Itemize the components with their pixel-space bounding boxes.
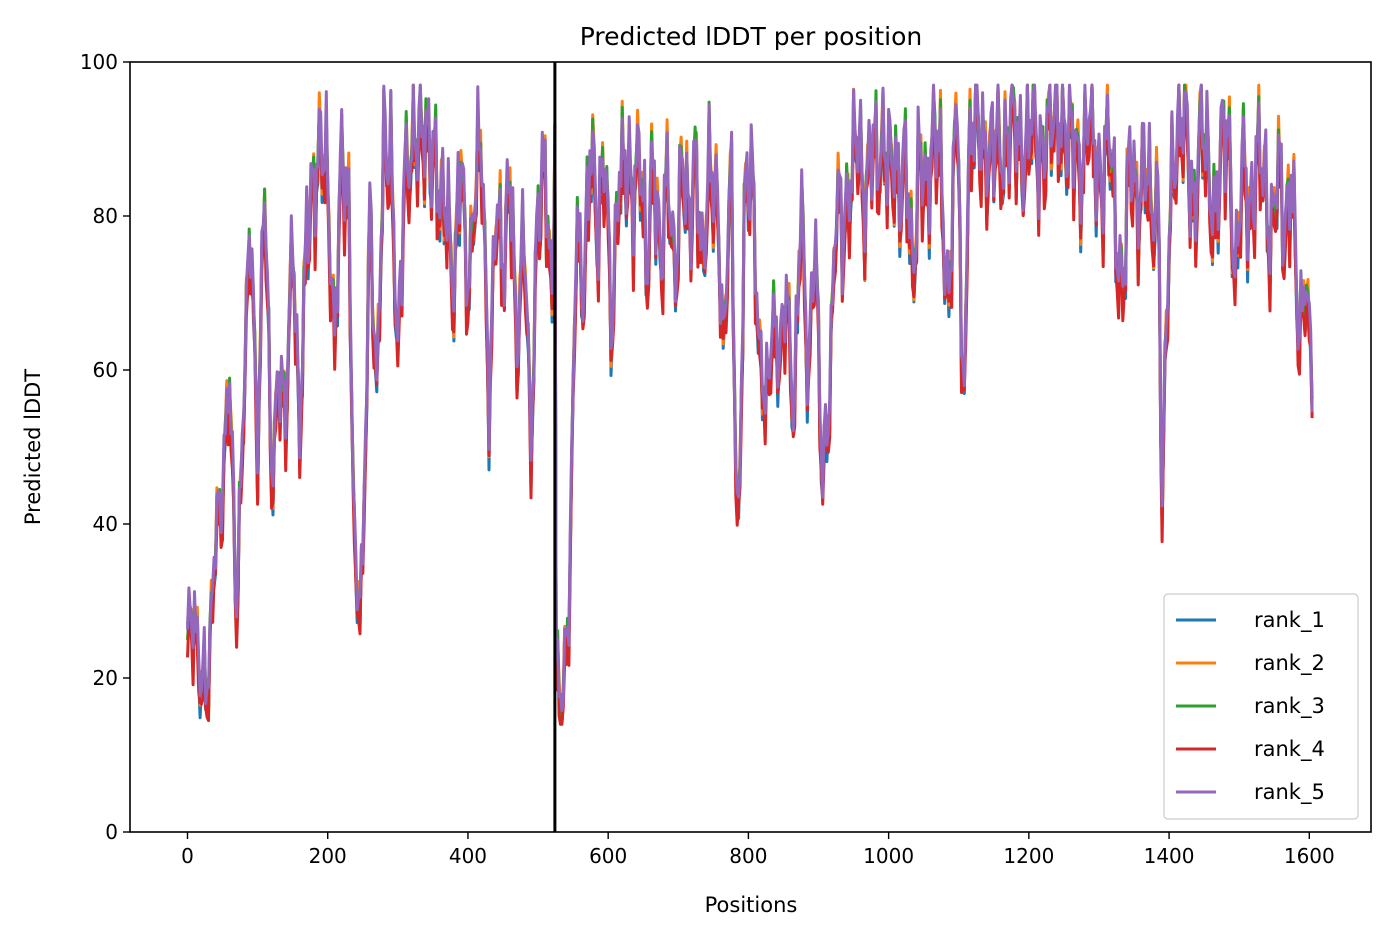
- y-axis-label: Predicted lDDT: [21, 369, 45, 525]
- x-tick-label: 0: [181, 844, 194, 868]
- y-tick-label: 0: [105, 820, 118, 844]
- series-layer: [186, 83, 1314, 726]
- x-tick-label: 400: [449, 844, 487, 868]
- legend-label-rank_2: rank_2: [1254, 651, 1325, 676]
- plot-area: [129, 61, 1372, 833]
- plot-frame: [129, 61, 1372, 833]
- series-line-rank_5: [186, 83, 1314, 712]
- x-tick-label: 600: [589, 844, 627, 868]
- legend-label-rank_3: rank_3: [1254, 694, 1325, 719]
- y-tick-label: 100: [80, 50, 118, 74]
- x-tick-label: 200: [309, 844, 347, 868]
- legend-box: [1163, 593, 1359, 820]
- legend-label-rank_5: rank_5: [1254, 780, 1325, 805]
- legend-items: rank_1 rank_2 rank_3 rank_4 rank_5: [1176, 608, 1325, 805]
- x-axis-ticks: 0 200 400 600 800 1000 1200 1400 1600: [181, 832, 1335, 868]
- x-tick-label: 1600: [1284, 844, 1335, 868]
- x-tick-label: 1200: [1003, 844, 1054, 868]
- legend: rank_1 rank_2 rank_3 rank_4 rank_5: [1163, 593, 1359, 820]
- chart-title: Predicted lDDT per position: [580, 22, 922, 51]
- y-tick-label: 80: [93, 204, 118, 228]
- x-axis-label: Positions: [705, 893, 798, 917]
- y-tick-label: 20: [93, 666, 118, 690]
- y-tick-label: 60: [93, 358, 118, 382]
- x-tick-label: 1000: [863, 844, 914, 868]
- y-axis-ticks: 0 20 40 60 80 100: [80, 50, 130, 844]
- x-tick-label: 800: [729, 844, 767, 868]
- legend-label-rank_1: rank_1: [1254, 608, 1325, 633]
- x-tick-label: 1400: [1144, 844, 1195, 868]
- y-tick-label: 40: [93, 512, 118, 536]
- legend-label-rank_4: rank_4: [1254, 737, 1325, 762]
